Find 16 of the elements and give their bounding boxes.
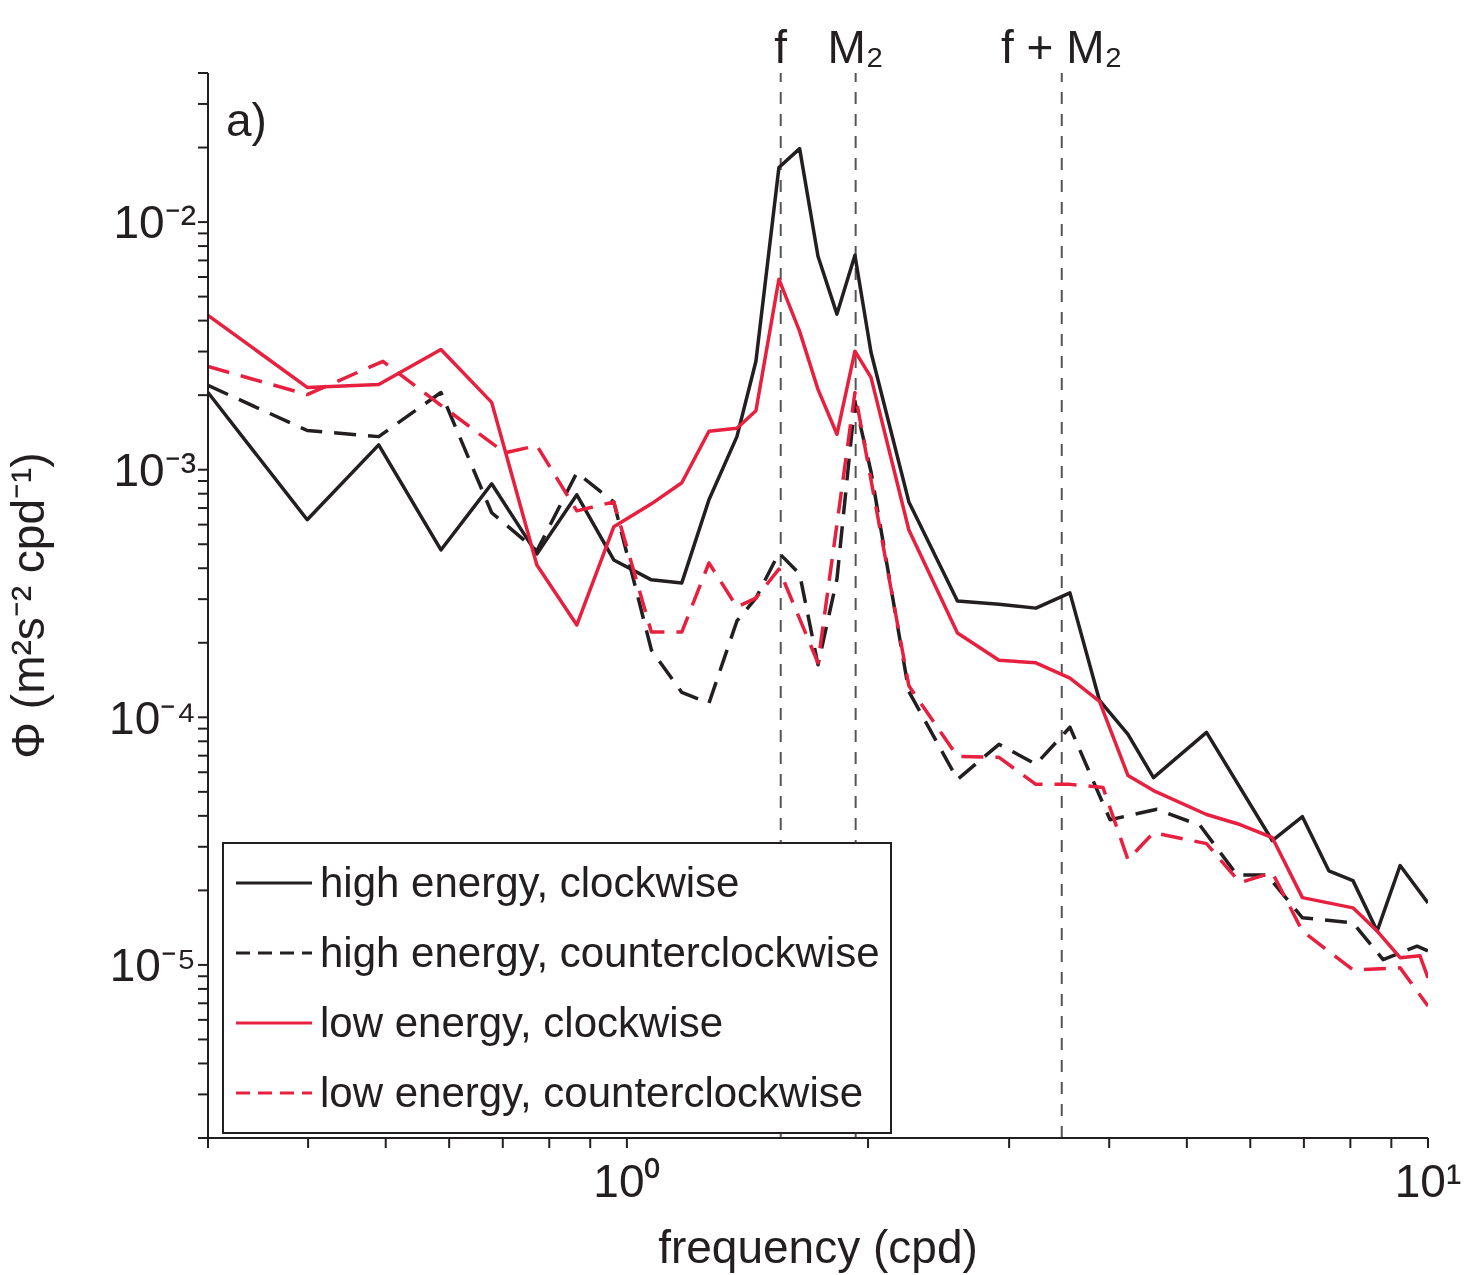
legend-label: low energy, clockwise — [320, 999, 724, 1047]
x-tick-label: 10¹ — [1394, 1154, 1462, 1207]
legend-label: low energy, counterclockwise — [320, 1069, 864, 1117]
legend-label: high energy, counterclockwise — [320, 929, 880, 977]
x-tick-label: 10⁰ — [593, 1154, 661, 1207]
x-axis-title: frequency (cpd) — [658, 1221, 978, 1273]
y-tick-label: 10⁻⁵ — [109, 939, 196, 992]
y-tick-label: 10⁻⁴ — [109, 691, 196, 744]
ref-line-label: M₂ — [827, 21, 884, 73]
ref-line-label: f — [774, 21, 788, 73]
y-tick-label: 10⁻³ — [113, 444, 196, 497]
legend-label: high energy, clockwise — [320, 859, 740, 907]
ref-line-label: f + M₂ — [1001, 21, 1123, 73]
y-axis-title: Φ (m²s⁻² cpd⁻¹) — [2, 452, 55, 759]
y-tick-label: 10⁻² — [113, 196, 196, 249]
annotation: a) — [226, 93, 267, 147]
